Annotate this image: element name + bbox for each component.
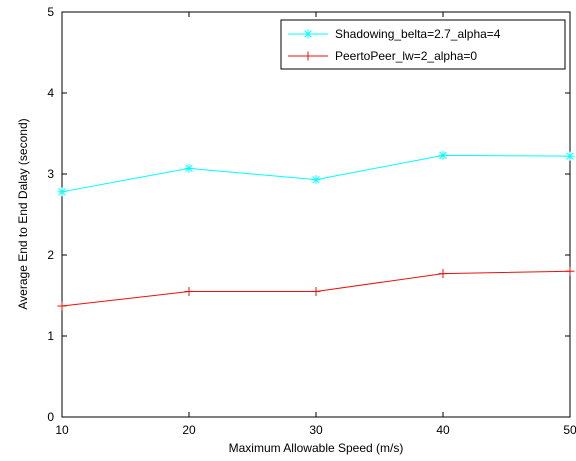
legend-label-peertopeer: PeertoPeer_lw=2_alpha=0	[335, 49, 477, 63]
y-tick-label: 1	[47, 329, 54, 343]
y-axis-ticks: 0 1 2 3 4 5	[47, 5, 570, 424]
x-axis-ticks: 10 20 30 40 50	[55, 12, 576, 437]
data-point	[57, 187, 67, 197]
legend-marker-symbol	[303, 29, 313, 39]
y-tick-label: 3	[47, 167, 54, 181]
plot-area	[61, 11, 571, 418]
legend-label-shadowing: Shadowing_belta=2.7_alpha=4	[335, 27, 501, 41]
data-point	[311, 175, 321, 185]
x-tick-label: 40	[436, 423, 450, 437]
series-layer	[57, 150, 575, 311]
data-point	[311, 286, 321, 296]
y-tick-label: 2	[47, 248, 54, 262]
legend-marker-peertopeer	[303, 51, 313, 61]
y-tick-label: 0	[47, 410, 54, 424]
data-point	[57, 301, 67, 311]
data-point	[565, 151, 575, 161]
x-tick-label: 10	[55, 423, 69, 437]
plot-frame	[61, 11, 571, 418]
x-axis-label: Maximum Allowable Speed (m/s)	[229, 441, 404, 455]
y-tick-label: 5	[47, 5, 54, 19]
legend: Shadowing_belta=2.7_alpha=4 PeertoPeer_l…	[280, 19, 566, 70]
data-point	[565, 266, 575, 276]
data-point	[184, 286, 194, 296]
x-tick-label: 50	[563, 423, 576, 437]
data-point	[438, 269, 448, 279]
y-tick-label: 4	[47, 86, 54, 100]
x-tick-label: 30	[309, 423, 323, 437]
data-point	[438, 150, 448, 160]
legend-marker-symbol	[303, 51, 313, 61]
legend-marker-shadowing	[303, 29, 313, 39]
data-point	[184, 163, 194, 173]
y-axis-label: Average End to End Dalay (second)	[16, 118, 30, 309]
x-tick-label: 20	[182, 423, 196, 437]
legend-box	[280, 19, 566, 70]
